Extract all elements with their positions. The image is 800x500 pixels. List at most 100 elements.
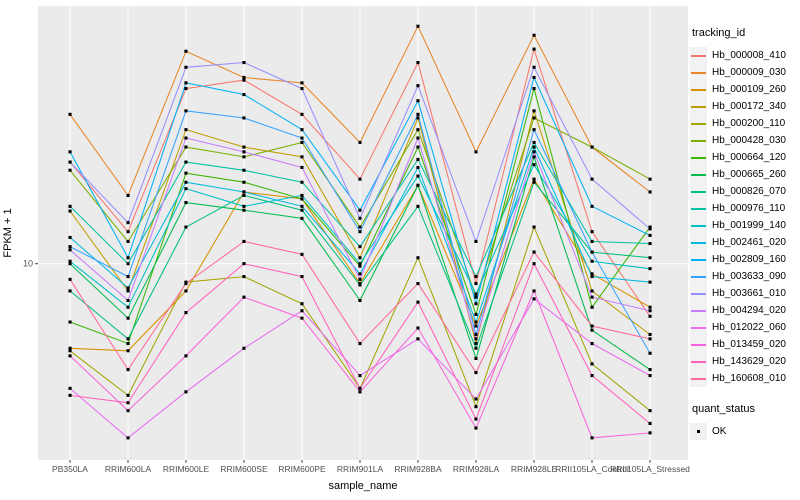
data-point bbox=[590, 259, 594, 263]
data-point bbox=[184, 128, 188, 132]
data-point bbox=[590, 295, 594, 299]
legend-entry-label: Hb_003661_010 bbox=[712, 288, 786, 299]
data-point bbox=[474, 332, 478, 336]
data-point bbox=[126, 256, 130, 260]
data-point bbox=[300, 204, 304, 208]
legend-key-line bbox=[691, 123, 706, 125]
data-point bbox=[184, 81, 188, 85]
data-point bbox=[590, 436, 594, 440]
legend-entry-Hb_000200_110: Hb_000200_110 bbox=[690, 115, 800, 132]
legend-entry-Hb_002461_020: Hb_002461_020 bbox=[690, 234, 800, 251]
data-point bbox=[126, 193, 130, 197]
data-point bbox=[648, 233, 652, 237]
legend-entry-label: Hb_000009_030 bbox=[712, 67, 786, 78]
legend-entry-Hb_143629_020: Hb_143629_020 bbox=[690, 353, 800, 370]
data-point bbox=[416, 300, 420, 304]
data-point bbox=[242, 78, 246, 82]
legend-entry-label: Hb_160608_010 bbox=[712, 373, 786, 384]
data-point bbox=[532, 128, 536, 132]
data-point bbox=[474, 302, 478, 306]
y-axis-title: FPKM + 1 bbox=[2, 208, 14, 257]
plot-canvas: PB350LA RRIM600LA RRIM600LE RRIM600SE RRIM60… bbox=[2, 6, 690, 492]
legend-key-swatch bbox=[690, 370, 707, 387]
data-point bbox=[416, 174, 420, 178]
legend-entry-label: Hb_143629_020 bbox=[712, 356, 786, 367]
legend-key-line bbox=[691, 55, 706, 57]
data-point bbox=[126, 316, 130, 320]
data-point bbox=[590, 374, 594, 378]
data-point bbox=[300, 316, 304, 320]
legend-panel: tracking_id Hb_000008_410 Hb_000009_030 Hb… bbox=[690, 0, 800, 500]
legend-key-swatch bbox=[690, 183, 707, 200]
legend-entry-label: Hb_000008_410 bbox=[712, 50, 786, 61]
data-point bbox=[300, 165, 304, 169]
data-point bbox=[474, 312, 478, 316]
data-point bbox=[300, 155, 304, 159]
data-point bbox=[300, 309, 304, 313]
data-point bbox=[590, 272, 594, 276]
data-point bbox=[126, 239, 130, 243]
legend-entry-label: Hb_000428_030 bbox=[712, 135, 786, 146]
data-point bbox=[126, 275, 130, 279]
legend-key-swatch bbox=[690, 268, 707, 285]
data-point bbox=[532, 155, 536, 159]
data-point bbox=[242, 239, 246, 243]
legend-key-swatch bbox=[690, 149, 707, 166]
legend-entry-label: Hb_000826_070 bbox=[712, 186, 786, 197]
legend-key-line bbox=[691, 72, 706, 74]
data-point bbox=[474, 426, 478, 430]
data-point bbox=[242, 208, 246, 212]
data-point bbox=[184, 145, 188, 149]
data-point bbox=[416, 112, 420, 116]
legend-key-line bbox=[691, 361, 706, 363]
x-tick-label: RRIM600SE bbox=[220, 464, 268, 474]
x-tick-label: RRIM600PE bbox=[278, 464, 326, 474]
data-point bbox=[648, 332, 652, 336]
data-point bbox=[358, 277, 362, 281]
x-tick-label: PB350LA bbox=[52, 464, 88, 474]
data-point bbox=[532, 145, 536, 149]
data-point bbox=[590, 230, 594, 234]
data-point bbox=[416, 116, 420, 120]
data-point bbox=[474, 282, 478, 286]
data-point bbox=[68, 168, 72, 172]
legend-key-line bbox=[691, 293, 706, 295]
data-point bbox=[300, 81, 304, 85]
data-point bbox=[126, 230, 130, 234]
data-point bbox=[648, 314, 652, 318]
legend-entry-label: Hb_000200_110 bbox=[712, 118, 786, 129]
legend-entry-Hb_002809_160: Hb_002809_160 bbox=[690, 251, 800, 268]
legend-key-swatch bbox=[690, 132, 707, 149]
data-point bbox=[184, 225, 188, 229]
data-point bbox=[358, 374, 362, 378]
data-point bbox=[532, 225, 536, 229]
data-point bbox=[590, 328, 594, 332]
data-point bbox=[590, 250, 594, 254]
legend-entry-Hb_003661_010: Hb_003661_010 bbox=[690, 285, 800, 302]
data-point bbox=[68, 346, 72, 350]
legend-entry-label: Hb_004294_020 bbox=[712, 305, 786, 316]
data-point bbox=[126, 337, 130, 341]
legend-key-swatch bbox=[690, 251, 707, 268]
data-point bbox=[474, 356, 478, 360]
legend-entry-Hb_012022_060: Hb_012022_060 bbox=[690, 319, 800, 336]
data-point bbox=[242, 145, 246, 149]
data-point bbox=[590, 177, 594, 181]
data-point bbox=[358, 283, 362, 287]
legend-entry-Hb_000976_110: Hb_000976_110 bbox=[690, 200, 800, 217]
data-point bbox=[358, 140, 362, 144]
legend-entry-label: Hb_000664_120 bbox=[712, 152, 786, 163]
quant-status-label: OK bbox=[712, 426, 727, 437]
legend-entry-Hb_000826_070: Hb_000826_070 bbox=[690, 183, 800, 200]
legend-entry-Hb_000008_410: Hb_000008_410 bbox=[690, 47, 800, 64]
legend-key-swatch bbox=[690, 353, 707, 370]
data-point bbox=[532, 289, 536, 293]
data-point bbox=[68, 245, 72, 249]
data-point bbox=[532, 109, 536, 113]
data-point bbox=[648, 305, 652, 309]
data-point bbox=[590, 275, 594, 279]
data-point bbox=[590, 145, 594, 149]
data-point bbox=[416, 128, 420, 132]
data-point bbox=[184, 187, 188, 191]
data-point bbox=[242, 190, 246, 194]
